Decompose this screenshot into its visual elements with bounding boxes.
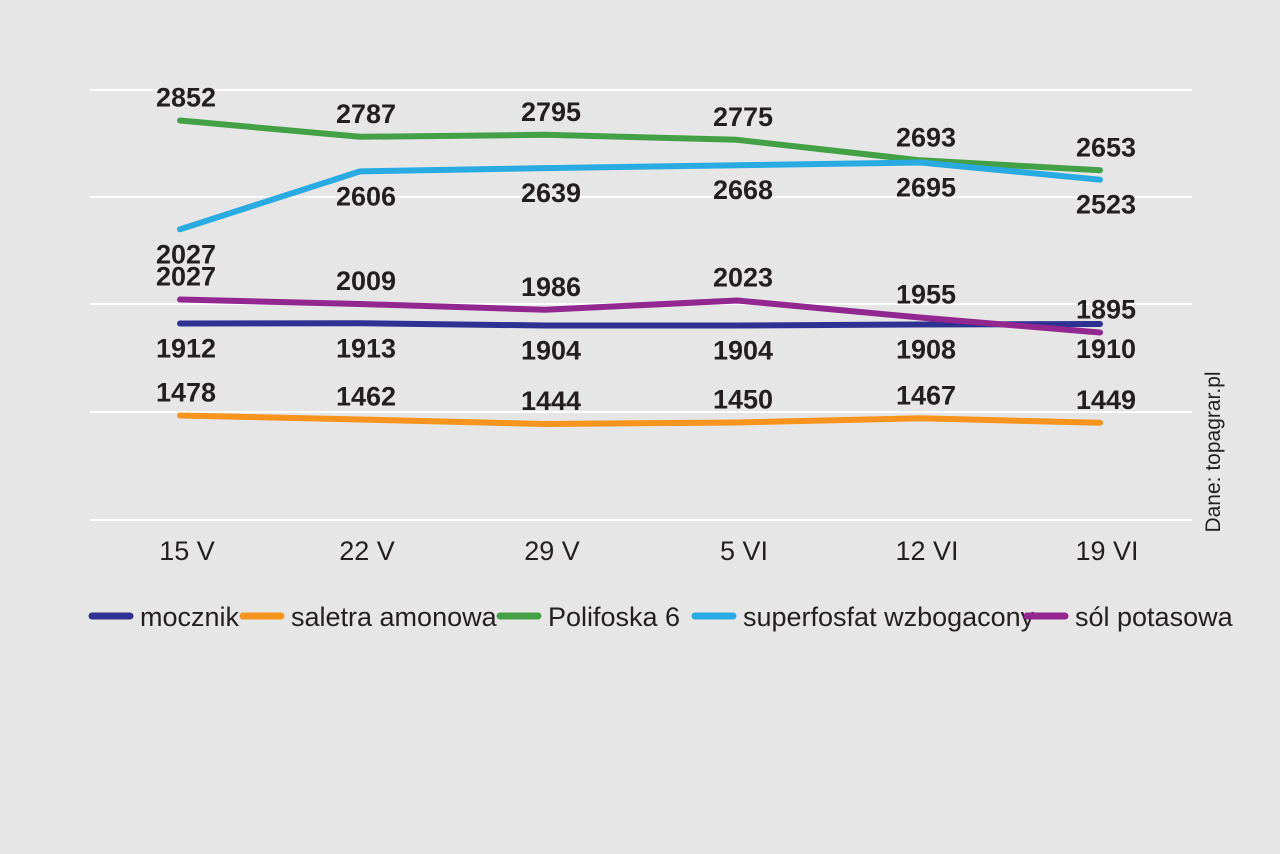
data-label: 1444 <box>521 386 581 416</box>
data-label: 2639 <box>521 178 581 208</box>
data-label: 2852 <box>156 83 216 113</box>
source-label: Dane: topagrar.pl <box>1202 371 1225 532</box>
data-label: 1449 <box>1076 385 1136 415</box>
x-tick-label: 5 VI <box>720 536 768 566</box>
data-label: 1913 <box>336 333 396 363</box>
legend-item: superfosfat wzbogacony <box>691 602 1035 632</box>
data-label: 1908 <box>896 335 956 365</box>
x-tick-label: 22 V <box>339 536 395 566</box>
data-label: 2027 <box>156 239 216 269</box>
series-lines <box>177 117 1103 427</box>
data-labels: 1912 1913 1904 1904 1908 1910 1478 1462 1444 1450… <box>156 83 1136 417</box>
data-label: 1986 <box>521 272 581 302</box>
legend-item: Polifoska 6 <box>496 602 680 632</box>
data-label: 2009 <box>336 266 396 296</box>
legend-label: sól potasowa <box>1075 602 1234 632</box>
data-label: 2695 <box>896 173 956 203</box>
x-tick-label: 15 V <box>159 536 215 566</box>
data-label: 2023 <box>713 263 773 293</box>
series-line <box>177 159 1103 233</box>
data-label: 1912 <box>156 334 216 364</box>
data-label: 1467 <box>896 380 956 410</box>
series-line <box>177 412 1103 427</box>
data-label: 2606 <box>336 181 396 211</box>
data-label: 1462 <box>336 382 396 412</box>
legend-label: superfosfat wzbogacony <box>743 602 1035 632</box>
legend-item: saletra amonowa <box>239 602 498 632</box>
legend-label: mocznik <box>140 602 240 632</box>
data-label: 2523 <box>1076 190 1136 220</box>
x-axis-ticks: 15 V 22 V 29 V 5 VI 12 VI 19 VI <box>159 536 1138 566</box>
legend-label: Polifoska 6 <box>548 602 680 632</box>
legend-item: mocznik <box>88 602 240 632</box>
data-label: 2653 <box>1076 132 1136 162</box>
data-label: 2027 <box>156 262 216 292</box>
data-label: 1450 <box>713 385 773 415</box>
data-label: 1904 <box>521 336 581 366</box>
legend: mocznik saletra amonowa Polifoska 6 superfo… <box>88 602 1234 632</box>
series-line <box>177 117 1103 174</box>
x-tick-label: 29 V <box>524 536 580 566</box>
data-label: 1910 <box>1076 334 1136 364</box>
data-label: 2795 <box>521 97 581 127</box>
x-tick-label: 12 VI <box>895 536 958 566</box>
data-label: 1904 <box>713 336 773 366</box>
data-label: 1478 <box>156 378 216 408</box>
data-label: 1955 <box>896 280 956 310</box>
data-label: 2775 <box>713 102 773 132</box>
data-label: 2668 <box>713 175 773 205</box>
series-line <box>177 320 1103 329</box>
data-label: 2693 <box>896 122 956 152</box>
data-label: 2787 <box>336 99 396 129</box>
series-line <box>177 296 1103 336</box>
legend-item: sól potasowa <box>1023 602 1234 632</box>
x-tick-label: 19 VI <box>1075 536 1138 566</box>
data-label: 1895 <box>1076 295 1136 325</box>
legend-label: saletra amonowa <box>291 602 498 632</box>
